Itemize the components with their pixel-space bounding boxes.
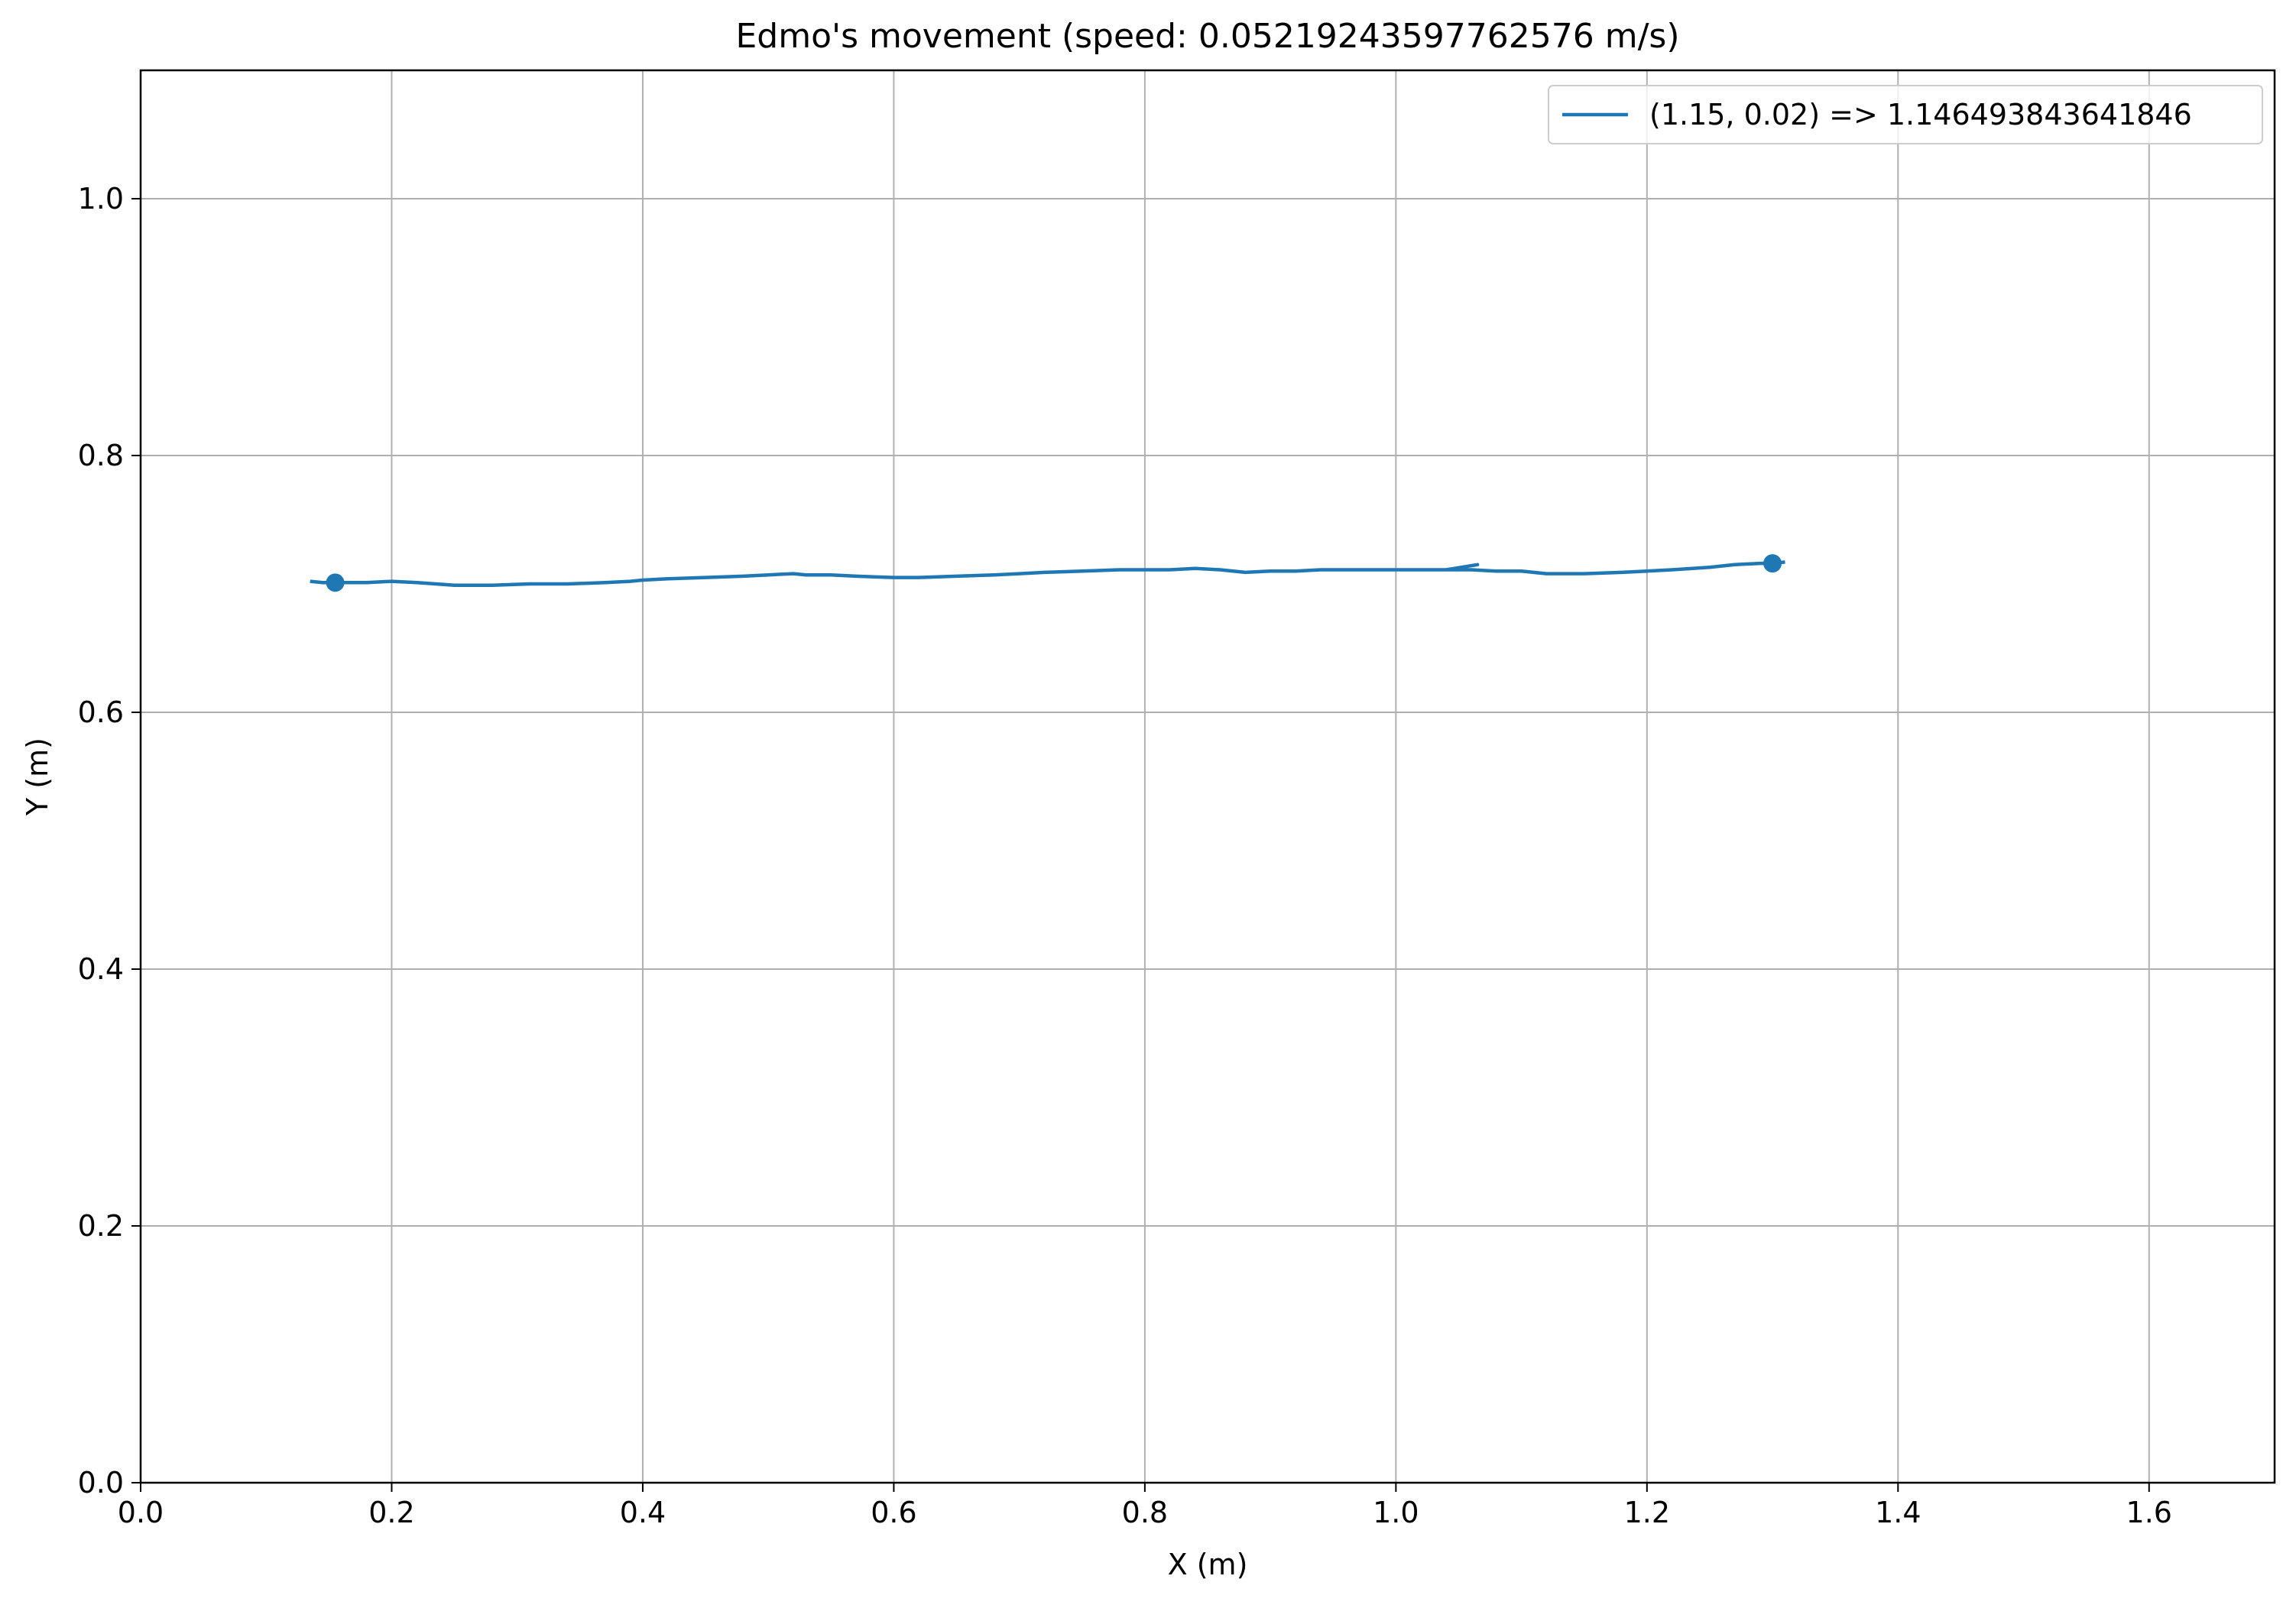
- axis-ticks: 0.0 0.2 0.4 0.6 0.8 1.0 1.2 1.4 1.6 0.0 0.2 0.4 0.6 0…: [78, 182, 2172, 1529]
- legend-label: (1.15, 0.02) => 1.146493843641846: [1649, 98, 2192, 131]
- x-tick-label: 1.0: [1373, 1496, 1419, 1529]
- chart-title: Edmo's movement (speed: 0.05219243597762…: [735, 17, 1679, 56]
- y-tick-label: 1.0: [78, 182, 124, 216]
- y-tick-label: 0.6: [78, 696, 124, 729]
- x-tick-label: 0.2: [368, 1496, 414, 1529]
- x-tick-label: 1.2: [1624, 1496, 1670, 1529]
- x-tick-label: 0.4: [620, 1496, 666, 1529]
- y-tick-label: 0.2: [78, 1209, 124, 1243]
- legend-box: [1548, 85, 2263, 144]
- start-point-marker: [326, 573, 345, 592]
- end-point-marker: [1763, 554, 1782, 573]
- plot-series: [310, 554, 1785, 592]
- x-tick-label: 0.6: [871, 1496, 916, 1529]
- trajectory-line: [310, 560, 1785, 587]
- y-tick-label: 0.8: [78, 439, 124, 472]
- y-tick-label: 0.0: [78, 1466, 124, 1500]
- legend: (1.15, 0.02) => 1.146493843641846: [1548, 85, 2263, 144]
- grid-lines: [140, 70, 2275, 1483]
- y-tick-label: 0.4: [78, 952, 124, 986]
- x-tick-label: 0.8: [1122, 1496, 1168, 1529]
- x-tick-label: 1.4: [1875, 1496, 1921, 1529]
- plot-area-frame: [139, 69, 2276, 1484]
- x-tick-label: 0.0: [118, 1496, 164, 1529]
- x-axis-label: X (m): [1168, 1548, 1248, 1581]
- y-axis-label: Y (m): [21, 738, 54, 816]
- x-tick-label: 1.6: [2126, 1496, 2172, 1529]
